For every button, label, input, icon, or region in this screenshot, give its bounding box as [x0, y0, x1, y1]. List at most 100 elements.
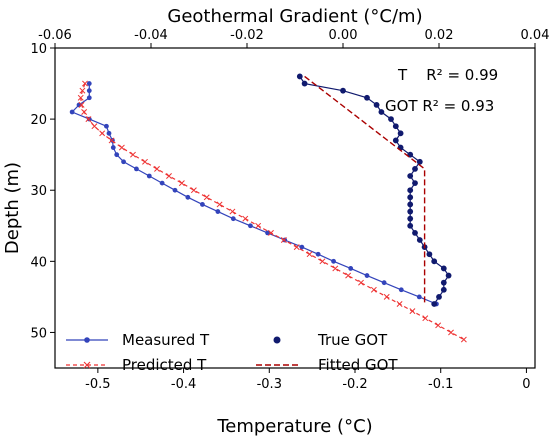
- data-point-x: [422, 315, 429, 322]
- data-point-x: [91, 123, 98, 130]
- data-point-x: [242, 215, 249, 222]
- data-point: [436, 293, 442, 300]
- data-point-x: [82, 80, 88, 87]
- data-point: [200, 202, 205, 207]
- series-fitted-got: [304, 75, 426, 304]
- bottom-tick-label: 0: [522, 377, 530, 392]
- temperature-r2-annotation: T R² = 0.99: [397, 66, 498, 84]
- data-point-x: [166, 173, 172, 179]
- data-point: [348, 266, 354, 271]
- bottom-tick-label: -0.4: [171, 377, 196, 392]
- svg-text:Fitted GOT: Fitted GOT: [318, 356, 398, 374]
- data-point-x: [190, 187, 197, 194]
- bottom-axis-ticks: -0.5 -0.4 -0.3 -0.2 -0.1 0: [85, 368, 531, 392]
- top-tick-label: -0.02: [230, 28, 264, 43]
- data-point-x: [108, 137, 115, 144]
- data-point: [392, 123, 399, 130]
- data-point: [106, 130, 112, 136]
- data-point: [86, 81, 92, 86]
- left-axis-title: Depth (m): [2, 162, 23, 254]
- data-point: [265, 230, 270, 236]
- data-point-x: [118, 144, 125, 151]
- data-point: [412, 165, 418, 172]
- data-point: [407, 215, 414, 222]
- data-point: [248, 223, 253, 229]
- series-measured-t: [69, 81, 439, 307]
- data-point-x: [203, 194, 210, 201]
- data-point: [159, 180, 165, 186]
- data-point-x: [358, 279, 364, 286]
- data-point: [407, 222, 414, 229]
- data-point: [331, 258, 336, 264]
- data-point: [76, 102, 82, 108]
- data-point: [416, 294, 422, 300]
- data-point: [296, 73, 303, 80]
- data-point: [440, 265, 447, 272]
- data-point: [416, 237, 423, 243]
- left-tick-label: 10: [30, 42, 47, 57]
- data-point: [146, 173, 152, 179]
- data-point: [440, 279, 447, 286]
- left-tick-label: 40: [30, 255, 47, 270]
- data-point-x: [79, 87, 86, 94]
- data-point: [388, 116, 394, 123]
- series-line-predicted-t: [80, 83, 465, 341]
- data-point: [378, 109, 385, 115]
- data-point: [315, 251, 321, 257]
- bottom-axis-title: Temperature (°C): [216, 416, 372, 437]
- data-point-x: [268, 229, 274, 236]
- data-point-x: [332, 265, 339, 272]
- data-point-x: [255, 222, 262, 229]
- bottom-tick-label: -0.2: [342, 377, 367, 392]
- data-point: [340, 87, 346, 94]
- data-point: [416, 158, 423, 165]
- data-point: [172, 187, 178, 193]
- data-point: [230, 216, 236, 222]
- data-point: [407, 201, 414, 208]
- bottom-tick-label: -0.1: [428, 377, 453, 392]
- data-point: [373, 101, 380, 108]
- top-tick-label: 0.04: [521, 28, 550, 43]
- data-point-x: [345, 272, 352, 279]
- data-point-x: [130, 151, 136, 158]
- data-point-x: [383, 293, 390, 300]
- data-point-x: [435, 322, 442, 329]
- data-point: [431, 301, 438, 307]
- series-predicted-t: [77, 80, 467, 343]
- left-tick-label: 50: [30, 326, 47, 341]
- series-true-got: [296, 73, 452, 307]
- data-point: [412, 180, 418, 187]
- data-point: [364, 94, 370, 101]
- data-point: [364, 273, 370, 278]
- data-point: [121, 159, 126, 165]
- data-point-x: [81, 109, 88, 115]
- data-point-x: [77, 94, 84, 101]
- data-point-x: [370, 286, 377, 293]
- data-point: [114, 152, 120, 158]
- left-axis-ticks: 10 20 30 40 50: [30, 42, 55, 341]
- data-point: [69, 109, 75, 115]
- data-point: [392, 137, 399, 144]
- data-point-x: [178, 180, 185, 187]
- series-line-measured-t: [71, 83, 437, 305]
- data-point-x: [229, 208, 236, 215]
- top-tick-label: 0.00: [329, 28, 358, 43]
- data-point: [215, 209, 221, 214]
- data-point: [407, 187, 414, 194]
- legend-item-true-got: True GOT: [273, 331, 388, 349]
- data-point-x: [99, 130, 106, 137]
- data-point: [407, 208, 414, 215]
- data-point: [301, 80, 308, 87]
- bottom-tick-label: -0.5: [85, 377, 110, 392]
- svg-text:True GOT: True GOT: [317, 331, 388, 349]
- data-point-x: [293, 244, 300, 251]
- top-tick-label: -0.06: [38, 28, 72, 43]
- data-point-x: [78, 101, 85, 108]
- svg-text:Predicted T: Predicted T: [122, 356, 207, 374]
- legend-item-measured-t: Measured T: [66, 331, 210, 349]
- data-point: [398, 287, 404, 293]
- legend: Measured T Predicted T True GOT Fitted G…: [66, 331, 398, 374]
- series-line-fitted-got: [304, 75, 426, 304]
- plot-frame: [54, 47, 536, 369]
